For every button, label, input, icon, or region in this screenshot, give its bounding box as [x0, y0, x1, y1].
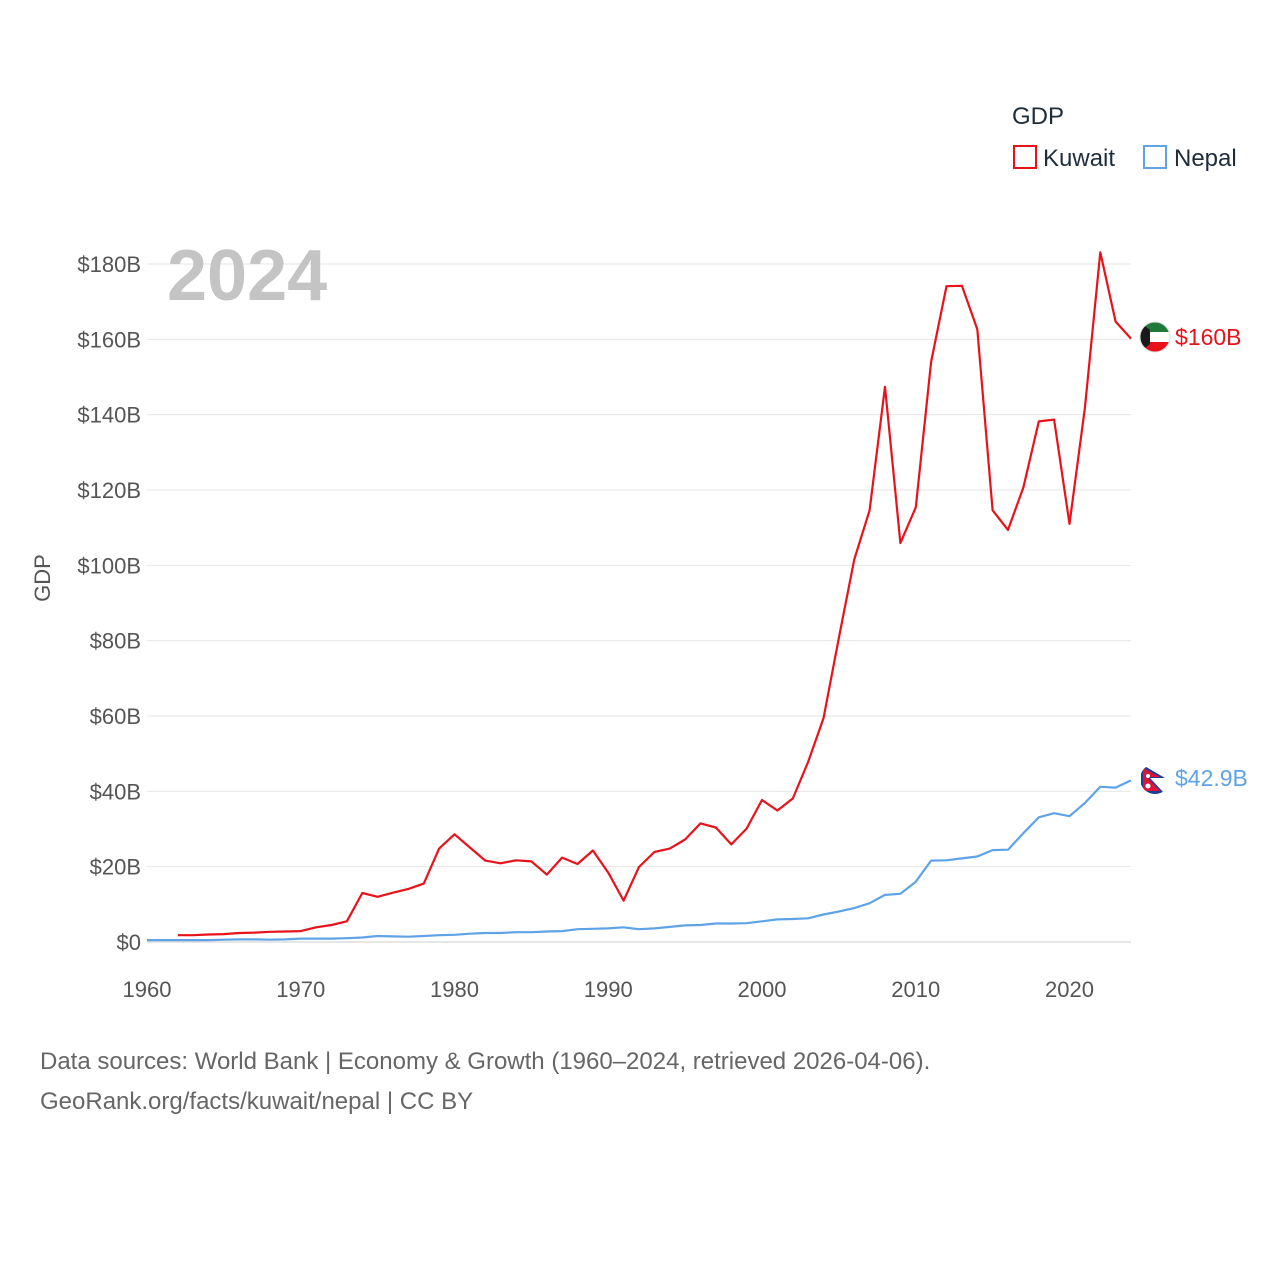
- year-label: 2024: [167, 236, 327, 316]
- y-tick-label: $180B: [77, 252, 141, 277]
- x-tick-label: 1980: [430, 977, 479, 1002]
- legend-label-nepal[interactable]: Nepal: [1174, 145, 1237, 172]
- x-tick-label: 1990: [584, 977, 633, 1002]
- x-tick-label: 2010: [891, 977, 940, 1002]
- y-tick-label: $140B: [77, 403, 141, 428]
- legend: GDP Kuwait Nepal: [1012, 103, 1237, 172]
- kuwait-flag-border: [1139, 321, 1171, 353]
- x-tick-label: 1960: [123, 977, 172, 1002]
- y-tick-label: $100B: [77, 553, 141, 578]
- y-axis-title: GDP: [30, 554, 55, 602]
- x-tick-label: 2020: [1045, 977, 1094, 1002]
- legend-swatch-nepal[interactable]: [1143, 145, 1167, 169]
- y-tick-label: $0: [117, 930, 141, 955]
- series-lines: [147, 251, 1132, 942]
- legend-title: GDP: [1012, 103, 1064, 130]
- series-line-nepal[interactable]: [147, 779, 1132, 942]
- y-tick-label: $40B: [90, 779, 141, 804]
- source-line-1: Data sources: World Bank | Economy & Gro…: [40, 1048, 931, 1075]
- y-tick-label: $160B: [77, 327, 141, 352]
- y-tick-label: $20B: [90, 855, 141, 880]
- y-tick-label: $120B: [77, 478, 141, 503]
- gridlines: [147, 263, 1131, 943]
- legend-swatch-kuwait[interactable]: [1013, 145, 1037, 169]
- x-axis-ticks: 1960 1970 1980 1990 2000 2010 2020: [123, 977, 1094, 1002]
- nepal-flag-icon: [1140, 764, 1170, 794]
- source-note: Data sources: World Bank | Economy & Gro…: [40, 1042, 930, 1122]
- legend-label-kuwait[interactable]: Kuwait: [1043, 145, 1115, 172]
- series-line-kuwait[interactable]: [177, 251, 1132, 937]
- x-tick-label: 1970: [276, 977, 325, 1002]
- x-tick-label: 2000: [738, 977, 787, 1002]
- y-tick-label: $60B: [90, 704, 141, 729]
- nepal-end-label: $42.9B: [1175, 765, 1248, 791]
- y-axis-ticks: $0 $20B $40B $60B $80B $100B $120B $140B $160B $1…: [77, 252, 141, 955]
- y-tick-label: $80B: [90, 629, 141, 654]
- kuwait-end-label: $160B: [1175, 324, 1242, 350]
- source-line-2[interactable]: GeoRank.org/facts/kuwait/nepal | CC BY: [40, 1088, 474, 1115]
